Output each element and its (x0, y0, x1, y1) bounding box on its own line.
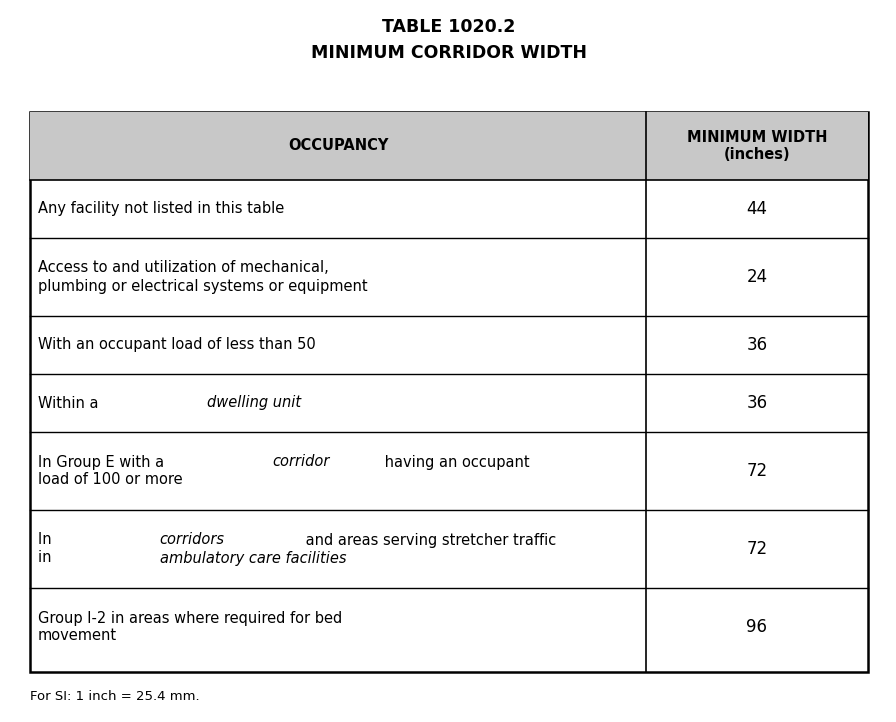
Text: corridors: corridors (159, 533, 225, 547)
Text: MINIMUM CORRIDOR WIDTH: MINIMUM CORRIDOR WIDTH (311, 44, 587, 62)
Text: plumbing or electrical systems or equipment: plumbing or electrical systems or equipm… (38, 279, 367, 294)
Text: load of 100 or more: load of 100 or more (38, 472, 183, 487)
Text: corridor: corridor (272, 455, 330, 469)
Text: MINIMUM WIDTH
(inches): MINIMUM WIDTH (inches) (686, 130, 827, 162)
Text: 72: 72 (746, 462, 768, 480)
Text: 36: 36 (746, 336, 768, 354)
Text: and areas serving stretcher traffic: and areas serving stretcher traffic (301, 533, 556, 547)
Text: in: in (38, 550, 56, 565)
Text: OCCUPANCY: OCCUPANCY (288, 139, 388, 154)
Text: 36: 36 (746, 394, 768, 412)
Text: 44: 44 (746, 200, 768, 218)
Text: movement: movement (38, 628, 117, 643)
Text: 72: 72 (746, 540, 768, 558)
Text: 24: 24 (746, 268, 768, 286)
Text: In: In (38, 533, 56, 547)
Text: 96: 96 (746, 618, 768, 636)
Text: In Group E with a: In Group E with a (38, 455, 168, 469)
Text: ambulatory care facilities: ambulatory care facilities (159, 550, 346, 565)
Text: having an occupant: having an occupant (380, 455, 530, 469)
Text: Group I-2 in areas where required for bed: Group I-2 in areas where required for be… (38, 611, 342, 625)
Text: Within a: Within a (38, 396, 103, 411)
Text: Any facility not listed in this table: Any facility not listed in this table (38, 201, 284, 217)
Bar (30, 112, 868, 180)
Text: With an occupant load of less than 50: With an occupant load of less than 50 (38, 337, 315, 352)
Text: TABLE 1020.2: TABLE 1020.2 (383, 18, 516, 36)
Bar (30, 112, 868, 672)
Text: dwelling unit: dwelling unit (207, 396, 301, 411)
Text: Access to and utilization of mechanical,: Access to and utilization of mechanical, (38, 261, 329, 276)
Text: For SI: 1 inch = 25.4 mm.: For SI: 1 inch = 25.4 mm. (30, 690, 200, 703)
